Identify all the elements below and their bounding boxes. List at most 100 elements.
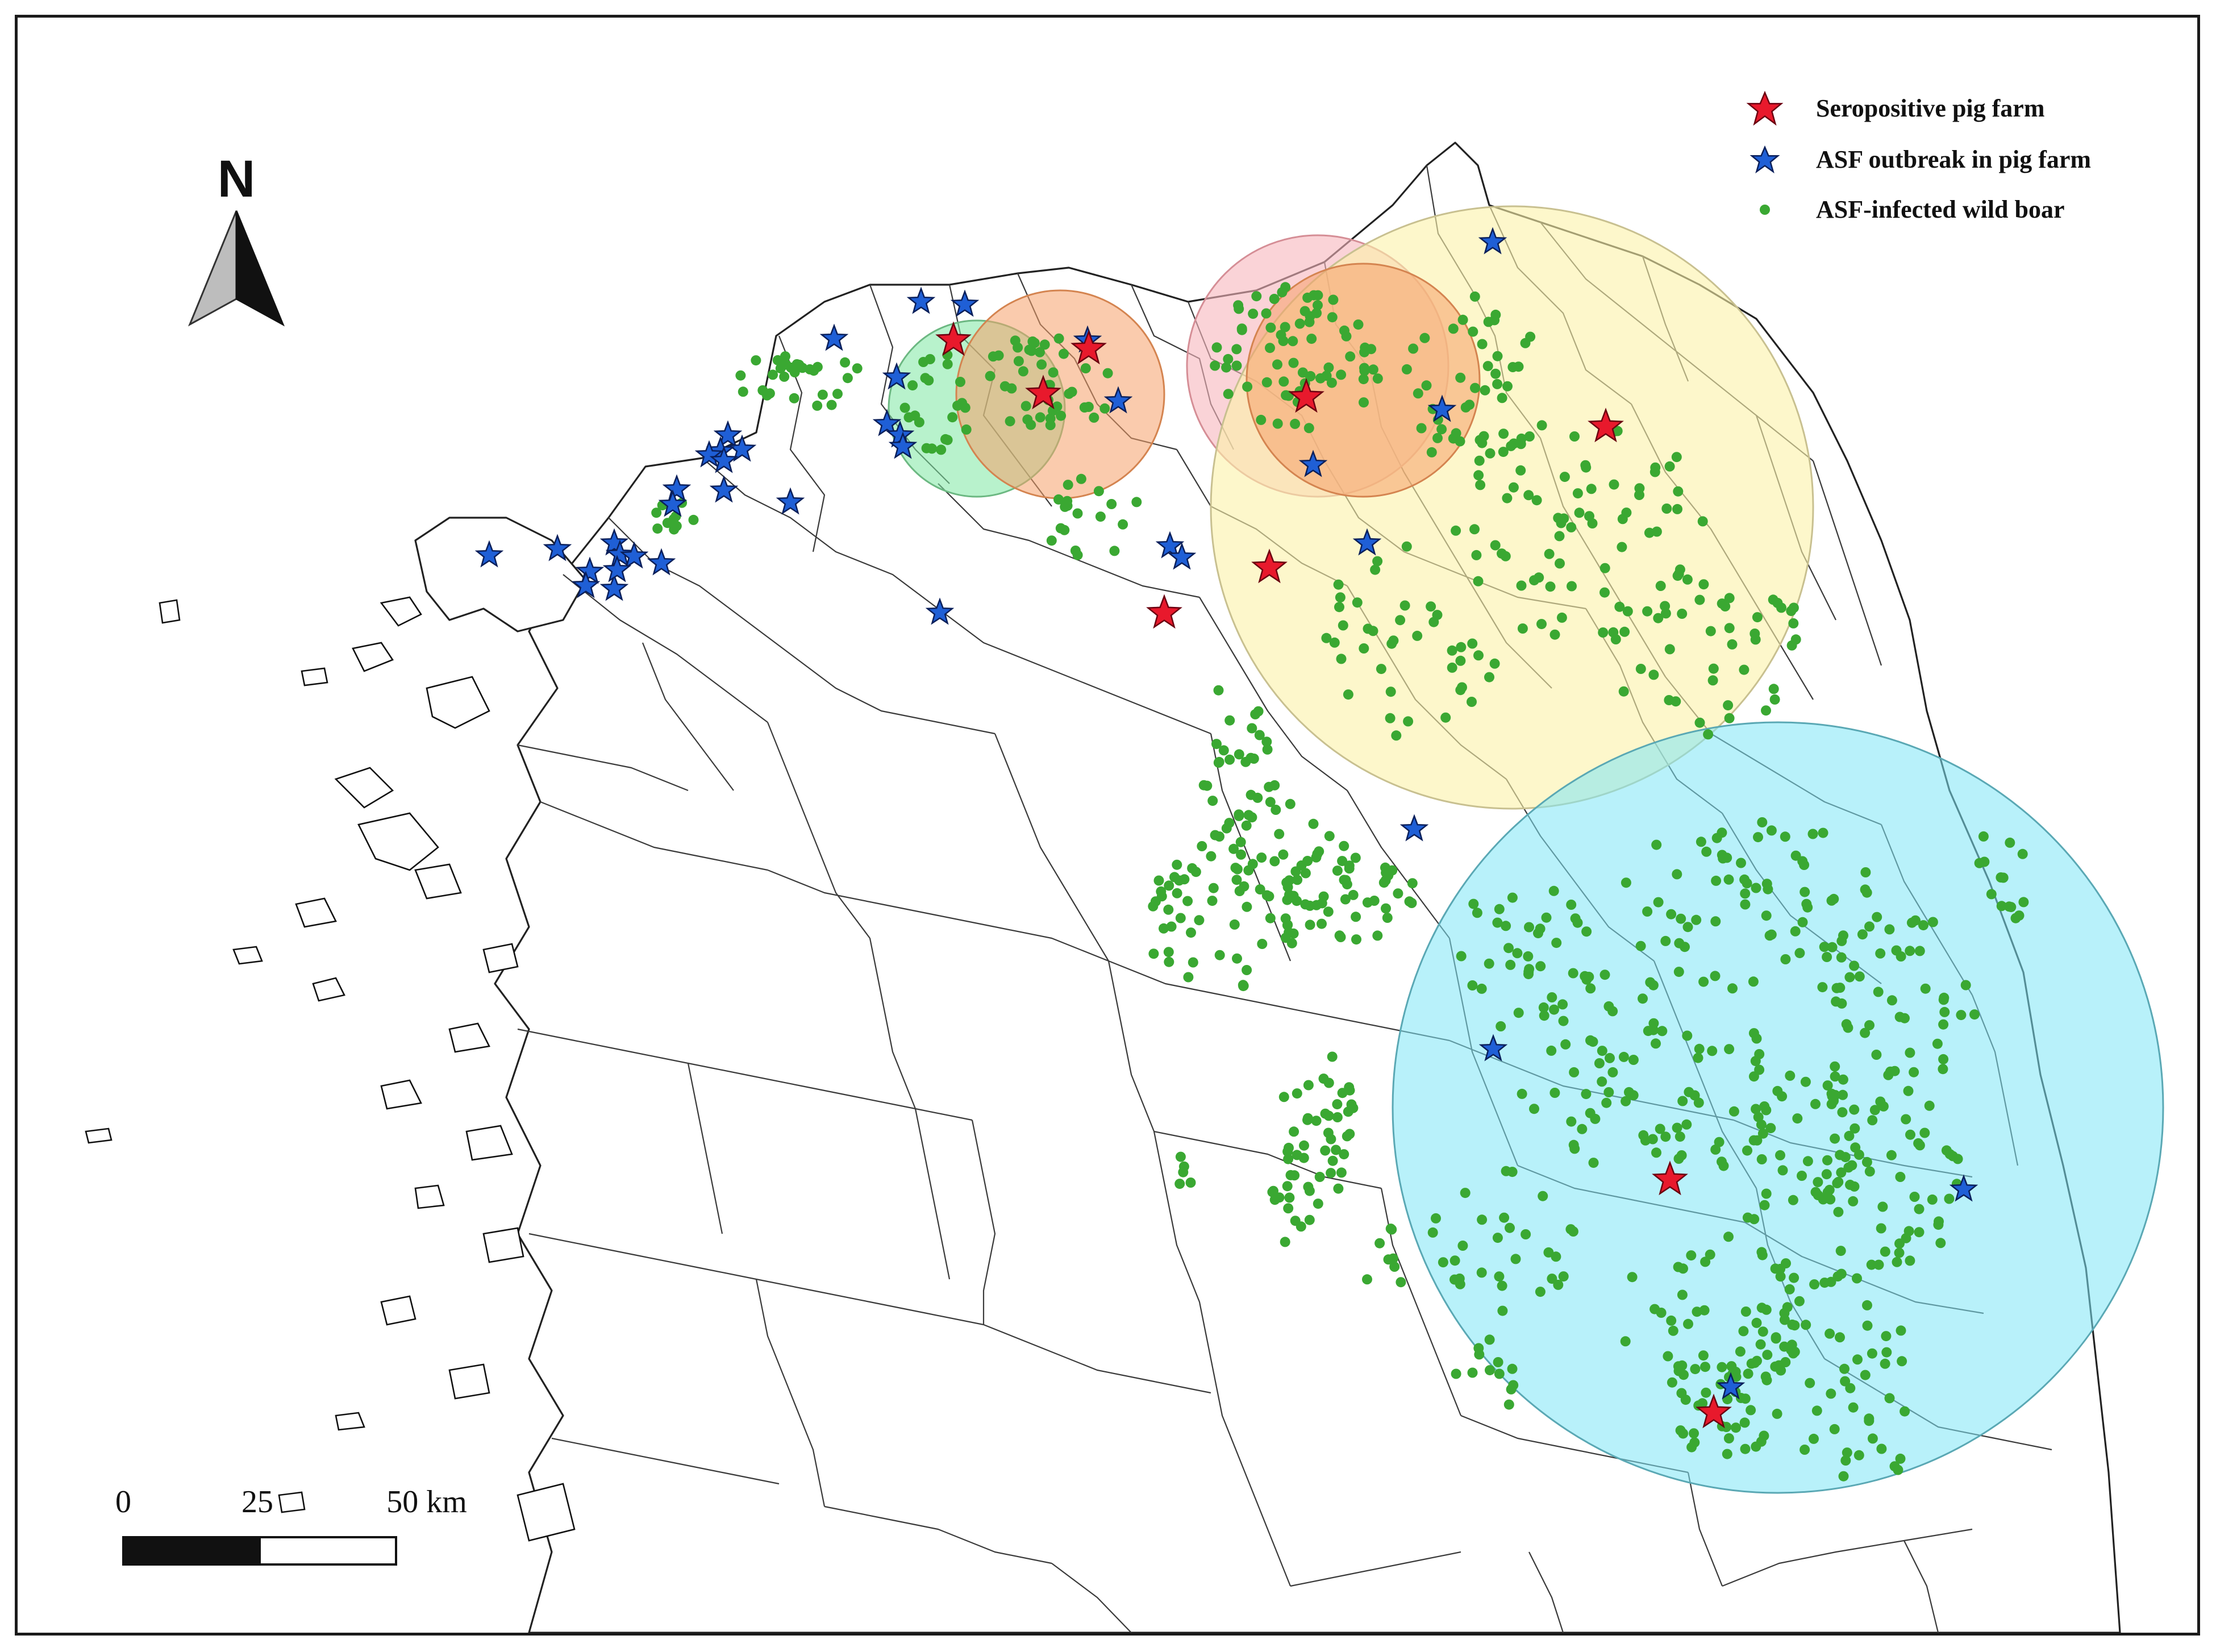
wild-boar-point	[1207, 896, 1218, 906]
wild-boar-point	[1836, 1167, 1847, 1178]
wild-boar-point	[817, 389, 828, 400]
wild-boar-point	[1447, 662, 1457, 673]
north-arrow-label: N	[218, 150, 255, 208]
wild-boar-point	[1164, 880, 1174, 891]
wild-boar-point	[1620, 1336, 1631, 1347]
wild-boar-point	[1288, 336, 1298, 347]
wild-boar-point	[1292, 1150, 1302, 1160]
wild-boar-point	[1920, 983, 1931, 994]
wild-boar-point	[1656, 1308, 1667, 1318]
wild-boar-point	[1467, 638, 1478, 649]
wild-boar-point	[1627, 1272, 1638, 1283]
wild-boar-point	[1539, 1010, 1549, 1021]
legend-label-outbreak: ASF outbreak in pig farm	[1816, 145, 2091, 173]
wild-boar-point	[852, 363, 863, 374]
wild-boar-point	[1277, 287, 1288, 298]
wild-boar-point	[1099, 403, 1110, 414]
wild-boar-point	[812, 400, 823, 411]
wild-boar-point	[1211, 739, 1222, 750]
wild-boar-point	[1759, 1430, 1769, 1441]
north-arrow: N	[188, 150, 285, 327]
wild-boar-point	[1978, 831, 1989, 842]
wild-boar-point	[1891, 945, 1902, 956]
wild-boar-point	[1303, 1181, 1314, 1192]
wild-boar-point	[1986, 889, 1997, 900]
wild-boar-point	[1313, 300, 1323, 311]
wild-boar-point	[1761, 705, 1771, 716]
wild-boar-point	[1494, 1271, 1505, 1282]
red-star-icon	[1746, 90, 1784, 126]
wild-boar-point	[1427, 1227, 1438, 1238]
wild-boar-point	[1247, 723, 1257, 734]
wild-boar-point	[1547, 1274, 1557, 1284]
wild-boar-point	[1628, 1055, 1639, 1065]
wild-boar-point	[1673, 967, 1684, 977]
wild-boar-point	[1467, 980, 1478, 991]
wild-boar-point	[1391, 730, 1402, 741]
wild-boar-point	[1960, 980, 1971, 991]
wild-boar-point	[780, 351, 790, 362]
wild-boar-point	[1175, 1151, 1186, 1162]
wild-boar-point	[1894, 1012, 1905, 1022]
north-arrow-left-icon	[188, 210, 238, 327]
wild-boar-point	[1927, 917, 1938, 927]
wild-boar-point	[1701, 846, 1712, 857]
wild-boar-point	[1327, 1155, 1338, 1166]
wild-boar-point	[1727, 639, 1738, 650]
wild-boar-point	[1524, 922, 1534, 933]
wild-boar-point	[1311, 1116, 1322, 1126]
wild-boar-point	[1723, 1433, 1734, 1443]
wild-boar-point	[1802, 1156, 1813, 1167]
wild-boar-point	[1381, 903, 1391, 914]
wild-boar-point	[1303, 1080, 1314, 1091]
wild-boar-point	[1884, 1393, 1895, 1404]
wild-boar-point	[961, 424, 972, 435]
seropositive-star-7	[1652, 1160, 1688, 1196]
wild-boar-point	[1053, 494, 1064, 505]
wild-boar-point	[1739, 664, 1750, 675]
wild-boar-point	[1717, 827, 1727, 838]
wild-boar-point	[1236, 849, 1247, 860]
wild-boar-point	[1153, 875, 1164, 886]
wild-boar-point	[1873, 987, 1884, 997]
wild-boar-point	[1850, 1123, 1860, 1134]
wild-boar-point	[1265, 797, 1276, 808]
wild-boar-point	[1251, 291, 1262, 302]
wild-boar-point	[1875, 1096, 1886, 1107]
wild-boar-point	[1543, 1247, 1554, 1258]
wild-boar-point	[1076, 473, 1086, 484]
wild-boar-point	[1385, 686, 1396, 697]
legend-item-seropositive: Seropositive pig farm	[1746, 90, 2045, 126]
wild-boar-point	[1766, 929, 1777, 940]
wild-boar-point	[1323, 906, 1334, 917]
wild-boar-point	[1822, 1155, 1832, 1166]
wild-boar-point	[1451, 1368, 1461, 1379]
wild-boar-point	[1211, 342, 1222, 353]
outbreak-star-14	[662, 474, 692, 502]
wild-boar-point	[1864, 1416, 1875, 1426]
wild-boar-point	[1599, 969, 1610, 980]
map-frame: N 0 25 50 km Seropositive pig farm ASF o…	[15, 15, 2200, 1636]
wild-boar-point	[1836, 952, 1847, 963]
wild-boar-point	[1757, 1128, 1768, 1139]
wild-boar-point	[1235, 837, 1246, 847]
wild-boar-point	[1283, 1203, 1294, 1214]
wild-boar-point	[1720, 601, 1731, 611]
wild-boar-point	[1761, 1188, 1772, 1199]
wild-boar-point	[1876, 1223, 1886, 1234]
outbreak-star-26	[602, 555, 632, 582]
wild-boar-point	[1265, 343, 1275, 353]
wild-boar-point	[1072, 508, 1083, 519]
wild-boar-point	[789, 393, 799, 403]
wild-boar-point	[1581, 462, 1592, 473]
wild-boar-point	[1914, 1204, 1925, 1214]
wild-boar-point	[1743, 1368, 1753, 1379]
wild-boar-point	[1723, 874, 1734, 885]
wild-boar-point	[1794, 1296, 1805, 1306]
wild-boar-point	[1956, 1010, 1967, 1021]
wild-boar-point	[1541, 912, 1552, 923]
wild-boar-point	[1867, 1433, 1878, 1444]
wild-boar-point	[1700, 1362, 1710, 1372]
wild-boar-point	[1886, 995, 1897, 1006]
wild-boar-point	[1612, 426, 1623, 436]
